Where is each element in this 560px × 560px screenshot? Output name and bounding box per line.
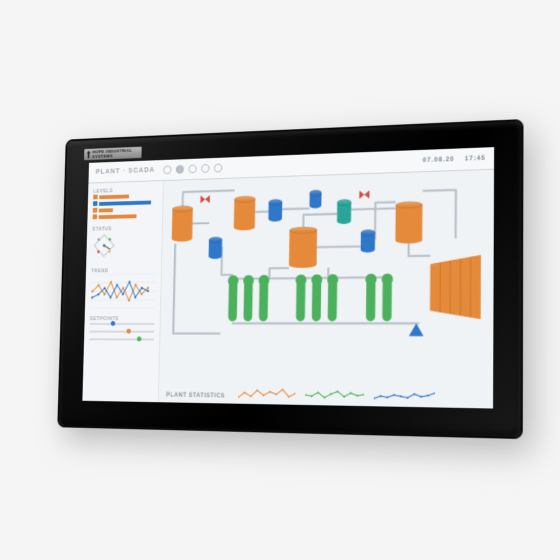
header-tool-icon[interactable] — [214, 163, 222, 172]
slider-track — [90, 323, 155, 325]
bar-row — [93, 199, 157, 206]
header-tool-icon[interactable] — [202, 164, 210, 173]
bar-swatch — [93, 195, 97, 200]
sparkline — [305, 387, 364, 402]
node-t4[interactable] — [395, 201, 422, 243]
slider-thumb[interactable] — [111, 321, 116, 326]
sidebar: LEVELS STATUS TREND SETPOINTS — [82, 181, 164, 402]
bar-swatch — [93, 201, 97, 206]
header-date: 07.08.20 — [423, 156, 455, 163]
brand-text: HOPE INDUSTRIAL SYSTEMS — [92, 148, 139, 159]
node-t1[interactable] — [172, 206, 193, 242]
node-g4[interactable] — [295, 274, 307, 321]
monitor-bezel: HOPE INDUSTRIAL SYSTEMS PLANT · SCADA 07… — [59, 121, 521, 437]
header-tool-icon[interactable] — [176, 165, 184, 174]
node-g8[interactable] — [381, 274, 393, 322]
header-time: 17:45 — [465, 155, 486, 162]
header-tool-icon[interactable] — [189, 164, 197, 173]
footer-title: PLANT STATISTICS — [166, 393, 225, 400]
node-b2[interactable] — [268, 199, 282, 222]
node-g2[interactable] — [242, 275, 253, 321]
brand-badge: HOPE INDUSTRIAL SYSTEMS — [84, 147, 142, 161]
slider[interactable] — [89, 330, 154, 334]
trend-panel: TREND — [90, 268, 156, 309]
trend-chart — [90, 274, 156, 309]
node-g5[interactable] — [311, 274, 323, 321]
node-b4[interactable] — [361, 230, 375, 253]
bar-fill — [99, 208, 113, 212]
node-g7[interactable] — [365, 274, 377, 322]
bars-panel: LEVELS — [93, 187, 158, 219]
sliders-panel: SETPOINTS — [89, 316, 154, 341]
sparkline — [238, 386, 295, 401]
slider-track — [89, 338, 154, 340]
slider[interactable] — [90, 322, 155, 326]
bar-swatch — [93, 208, 97, 213]
bar-row — [93, 193, 157, 200]
app-title: PLANT · SCADA — [96, 167, 155, 176]
bar-row — [93, 206, 157, 213]
node-v1[interactable] — [200, 195, 210, 203]
bar-fill — [99, 194, 129, 199]
node-v2[interactable] — [359, 190, 369, 199]
bar-row — [93, 213, 157, 219]
slider-track — [89, 331, 154, 333]
brand-icon — [87, 151, 91, 159]
gauge — [92, 232, 117, 259]
slider-thumb[interactable] — [137, 337, 142, 342]
node-b1[interactable] — [209, 237, 223, 259]
bar-fill — [99, 214, 137, 219]
bar-swatch — [93, 214, 97, 219]
header-tool-icon[interactable] — [164, 165, 172, 174]
screen[interactable]: PLANT · SCADA 07.08.20 17:45 LEVELS — [82, 147, 494, 408]
node-tl1[interactable] — [337, 199, 351, 224]
node-g3[interactable] — [258, 275, 269, 321]
industrial-monitor: HOPE INDUSTRIAL SYSTEMS PLANT · SCADA 07… — [59, 121, 521, 437]
node-t2[interactable] — [234, 196, 256, 231]
sparkline — [374, 388, 435, 404]
footer: PLANT STATISTICS — [166, 385, 485, 404]
node-b3[interactable] — [309, 190, 321, 209]
node-g1[interactable] — [227, 275, 238, 321]
process-diagram — [164, 174, 490, 345]
slider-thumb[interactable] — [127, 329, 132, 334]
node-g6[interactable] — [327, 274, 339, 321]
bar-fill — [99, 200, 151, 205]
header-icons — [164, 163, 223, 174]
header-timestamp: 07.08.20 17:45 — [423, 155, 486, 163]
node-t3[interactable] — [289, 227, 317, 268]
diagram-area[interactable]: PLANT STATISTICS — [159, 170, 494, 409]
node-tri[interactable] — [409, 323, 424, 336]
gauge-panel: STATUS — [91, 225, 156, 261]
node-t5[interactable] — [430, 255, 481, 319]
slider[interactable] — [89, 337, 154, 341]
